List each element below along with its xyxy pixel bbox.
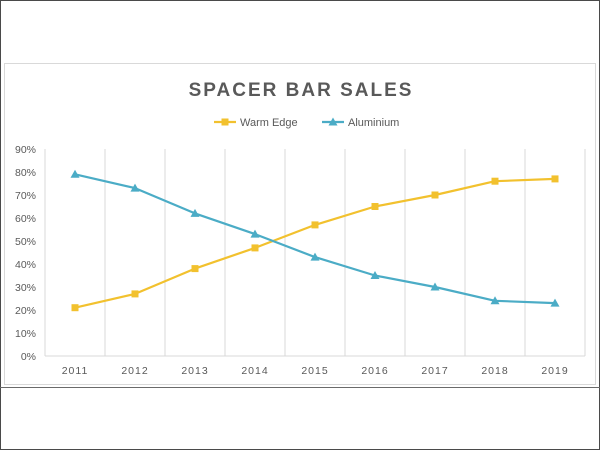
y-tick-label: 30% bbox=[15, 282, 36, 294]
chart-title: SPACER BAR SALES bbox=[189, 80, 414, 101]
x-tick-label: 2015 bbox=[301, 365, 328, 377]
data-point-marker bbox=[71, 304, 79, 312]
series-line-aluminium bbox=[74, 173, 556, 305]
data-point-marker bbox=[70, 169, 80, 178]
x-tick-label: 2017 bbox=[421, 365, 448, 377]
x-tick-label: 2013 bbox=[181, 365, 208, 377]
data-point-marker bbox=[311, 221, 319, 229]
y-tick-label: 50% bbox=[15, 236, 36, 248]
data-point-marker bbox=[370, 271, 380, 279]
legend-marker bbox=[328, 117, 338, 126]
x-tick-label: 2014 bbox=[241, 365, 268, 377]
legend-label: Aluminium bbox=[348, 117, 399, 129]
y-tick-label: 60% bbox=[15, 213, 36, 225]
data-point-marker bbox=[190, 208, 200, 217]
data-point-marker bbox=[491, 177, 499, 185]
series-line-warm-edge bbox=[74, 177, 556, 309]
legend-marker bbox=[221, 118, 229, 126]
y-tick-label: 40% bbox=[15, 259, 36, 271]
axes: 0% 10% 20% 30% 40% 50% 60% 70% 80% 90% 2011 2012 201… bbox=[15, 144, 585, 377]
x-tick-label: 2012 bbox=[121, 365, 148, 377]
y-tick-label: 90% bbox=[15, 144, 36, 156]
data-point-marker bbox=[131, 290, 139, 298]
y-tick-label: 10% bbox=[15, 328, 36, 340]
divider bbox=[0, 387, 600, 388]
legend: Warm Edge Aluminium bbox=[214, 117, 399, 129]
data-point-marker bbox=[191, 265, 199, 273]
grid-lines bbox=[44, 149, 586, 356]
y-tick-label: 0% bbox=[21, 351, 36, 363]
x-tick-label: 2019 bbox=[541, 365, 568, 377]
data-point-marker bbox=[130, 183, 140, 192]
series-layer bbox=[70, 169, 560, 312]
legend-label: Warm Edge bbox=[240, 117, 298, 129]
y-tick-label: 20% bbox=[15, 305, 36, 317]
data-point-marker bbox=[251, 244, 259, 252]
y-tick-label: 80% bbox=[15, 167, 36, 179]
data-point-marker bbox=[371, 203, 379, 210]
data-point-marker bbox=[310, 252, 320, 261]
x-tick-label: 2011 bbox=[62, 365, 89, 377]
x-tick-label: 2018 bbox=[481, 365, 508, 377]
y-tick-label: 70% bbox=[15, 190, 36, 202]
data-point-marker bbox=[490, 296, 500, 305]
x-tick-label: 2016 bbox=[361, 365, 388, 377]
data-point-marker bbox=[550, 298, 560, 307]
data-point-marker bbox=[430, 282, 440, 291]
data-point-marker bbox=[551, 175, 559, 183]
data-point-marker bbox=[431, 191, 439, 199]
data-point-marker bbox=[250, 229, 260, 238]
chart-area bbox=[4, 63, 596, 385]
